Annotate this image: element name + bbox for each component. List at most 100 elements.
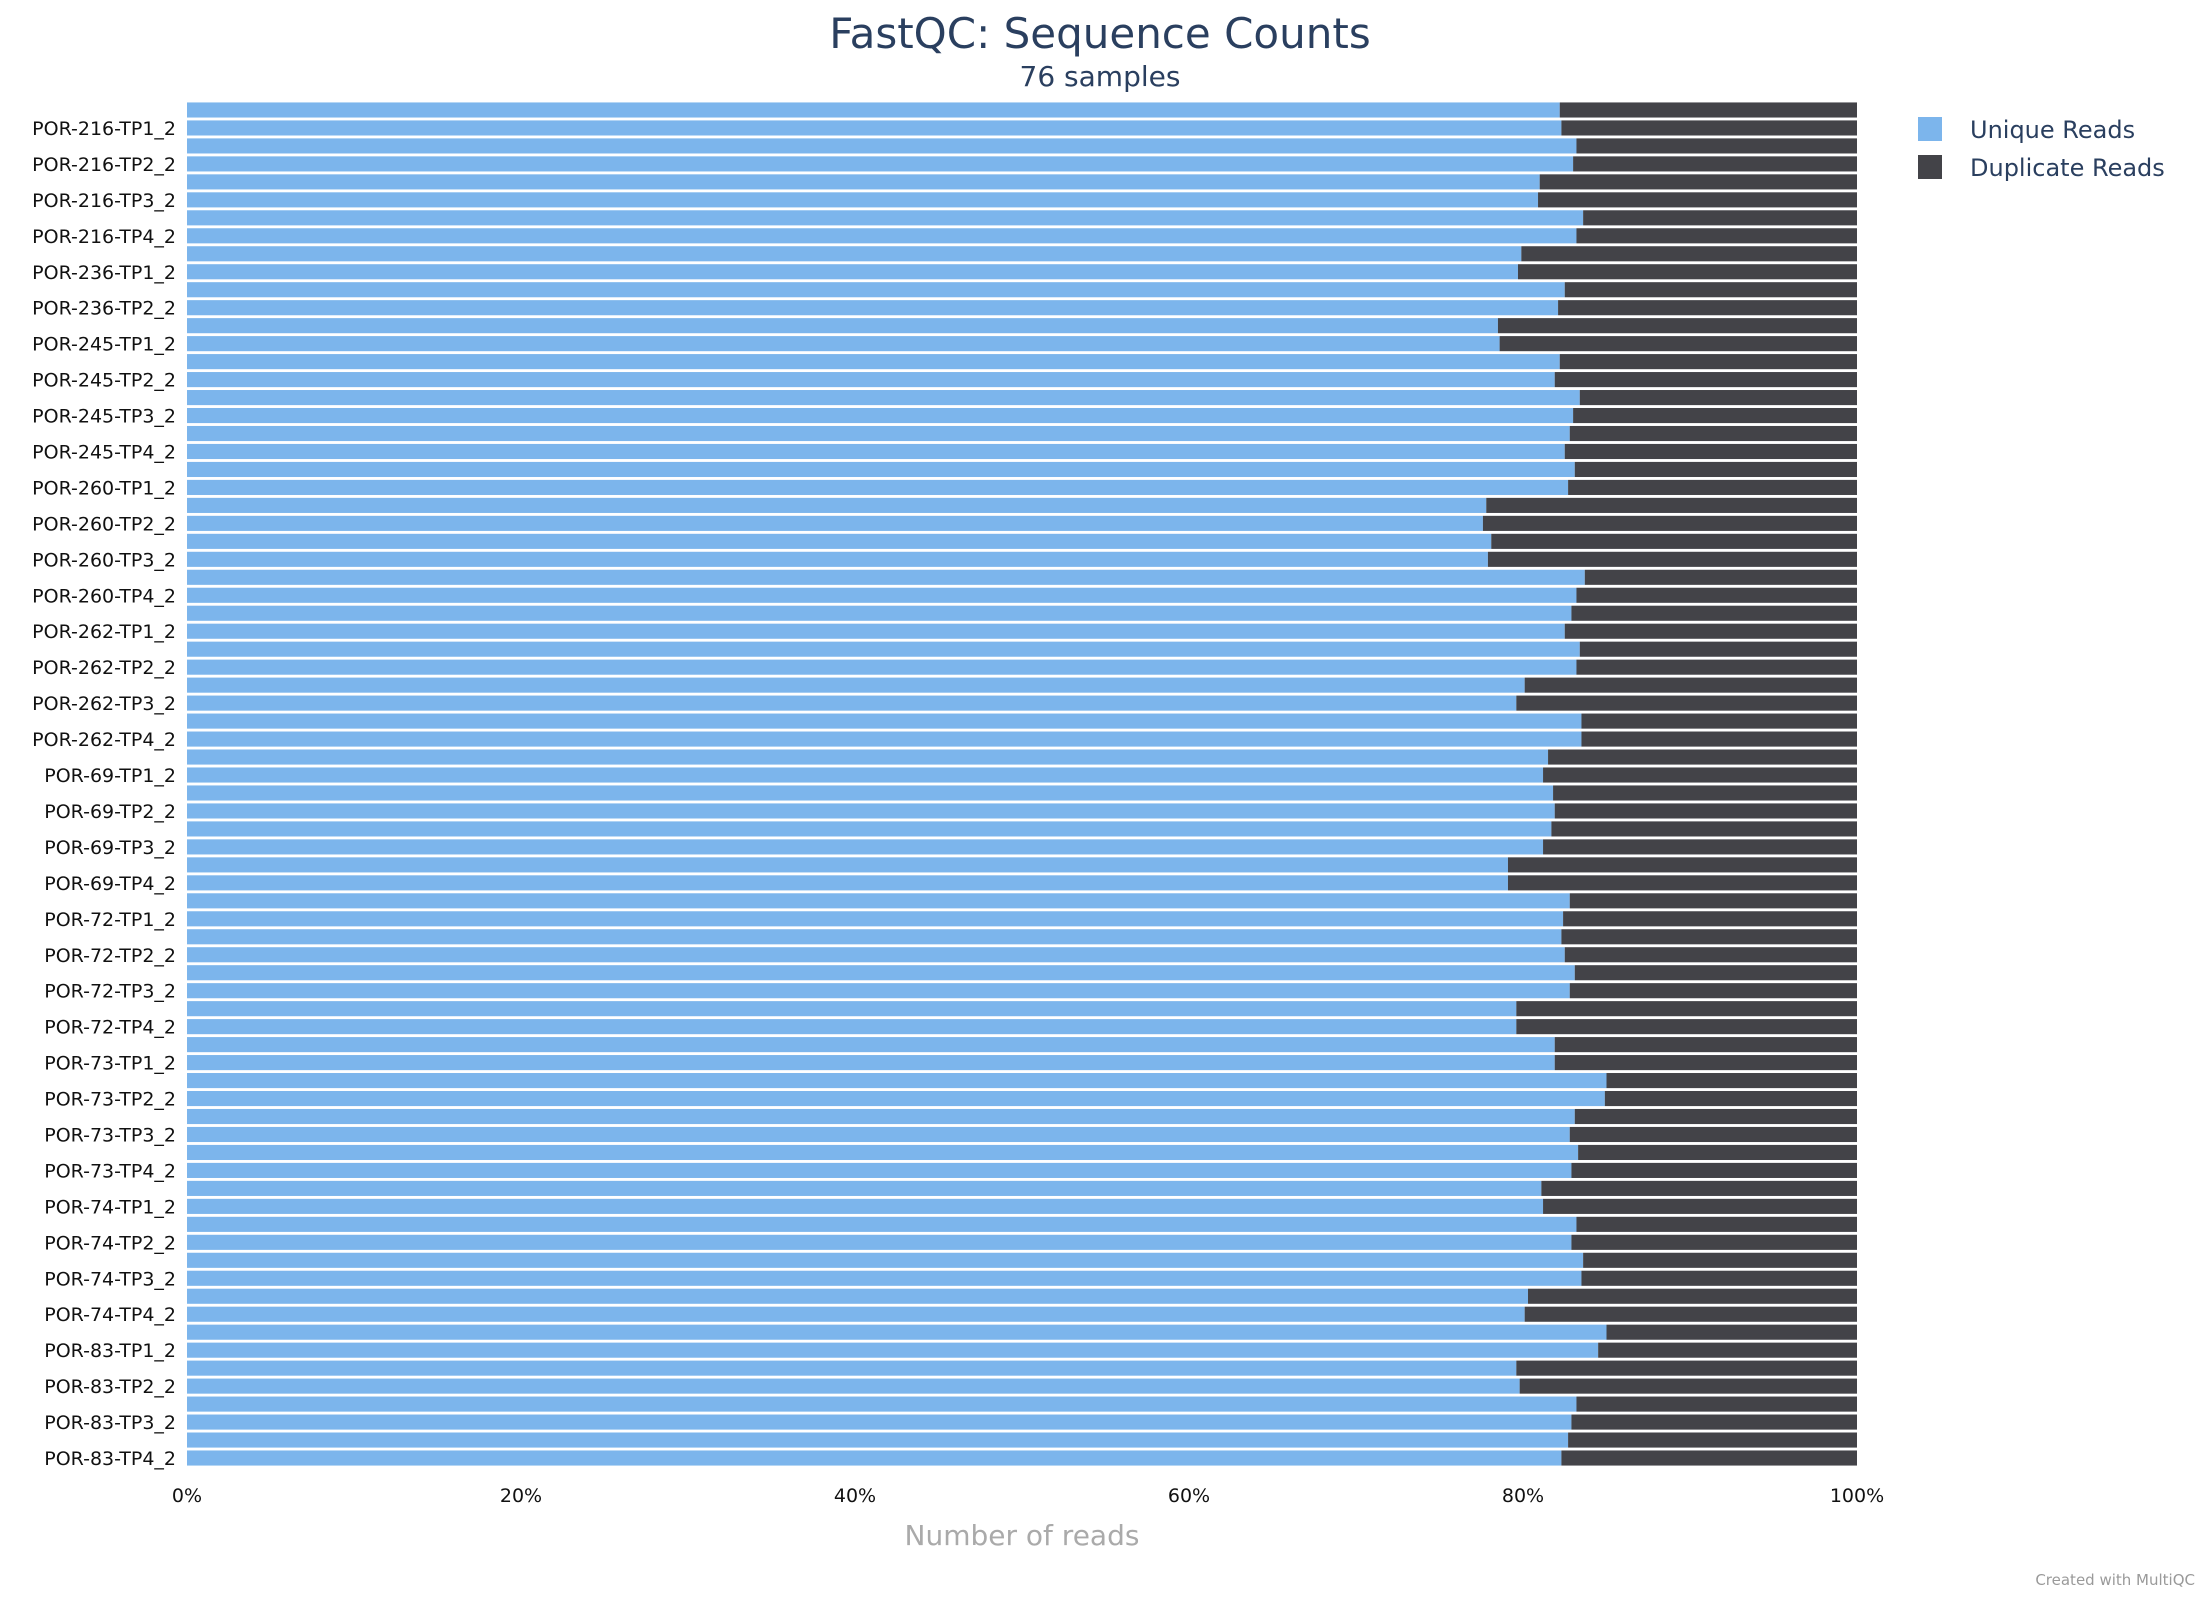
bar-duplicate-por-74-tp1_1[interactable] [1541,1180,1857,1196]
bar-duplicate-por-216-tp1_1[interactable] [1559,102,1857,118]
bar-unique-por-72-tp1_1[interactable] [187,893,1570,909]
bar-unique-por-69-tp4_1[interactable] [187,857,1508,873]
bar-duplicate-por-260-tp4_2[interactable] [1576,587,1857,603]
bar-unique-por-73-tp4_1[interactable] [187,1144,1579,1161]
bar-duplicate-por-74-tp3_2[interactable] [1581,1270,1857,1286]
bar-duplicate-por-260-tp2_2[interactable] [1482,515,1857,531]
bar-unique-por-262-tp2_1[interactable] [187,641,1580,657]
bar-duplicate-por-262-tp4_1[interactable] [1581,713,1857,729]
bar-duplicate-por-260-tp1_1[interactable] [1574,461,1857,478]
bar-duplicate-por-236-tp2_2[interactable] [1558,300,1857,316]
bar-unique-por-260-tp2_2[interactable] [187,515,1483,531]
bar-duplicate-por-83-tp2_1[interactable] [1516,1360,1857,1376]
legend-swatch-duplicate-reads[interactable] [1918,155,1942,179]
bar-unique-por-69-tp3_2[interactable] [187,839,1544,855]
bar-unique-por-245-tp4_2[interactable] [187,443,1565,460]
bar-duplicate-por-83-tp3_1[interactable] [1576,1396,1857,1412]
bar-duplicate-por-245-tp3_1[interactable] [1579,390,1857,406]
bar-duplicate-por-72-tp3_1[interactable] [1574,965,1857,981]
bar-duplicate-por-245-tp1_1[interactable] [1497,318,1857,334]
bar-duplicate-por-83-tp4_2[interactable] [1561,1450,1857,1466]
bar-unique-por-245-tp1_1[interactable] [187,318,1498,334]
bar-duplicate-por-72-tp3_2[interactable] [1569,983,1857,999]
bar-unique-por-245-tp1_2[interactable] [187,336,1500,352]
bar-unique-por-74-tp2_1[interactable] [187,1216,1577,1232]
bar-duplicate-por-260-tp1_2[interactable] [1568,479,1857,495]
bar-duplicate-por-72-tp2_2[interactable] [1564,947,1857,963]
bar-unique-por-236-tp1_1[interactable] [187,246,1522,262]
bar-unique-por-73-tp2_1[interactable] [187,1073,1607,1089]
bar-unique-por-260-tp3_1[interactable] [187,533,1492,549]
bar-unique-por-262-tp4_1[interactable] [187,713,1582,729]
bar-unique-por-83-tp3_2[interactable] [187,1414,1572,1430]
bar-duplicate-por-83-tp3_2[interactable] [1571,1414,1857,1430]
bar-unique-por-262-tp2_2[interactable] [187,659,1577,675]
bar-unique-por-72-tp4_1[interactable] [187,1001,1517,1017]
bar-unique-por-83-tp1_1[interactable] [187,1324,1607,1340]
bar-unique-por-74-tp1_1[interactable] [187,1180,1542,1196]
bar-duplicate-por-69-tp4_2[interactable] [1507,875,1857,891]
bar-duplicate-por-262-tp1_1[interactable] [1571,605,1857,621]
bar-unique-por-74-tp1_2[interactable] [187,1198,1544,1214]
bar-unique-por-260-tp4_2[interactable] [187,587,1577,603]
bar-unique-por-69-tp1_2[interactable] [187,767,1544,783]
bar-unique-por-69-tp2_1[interactable] [187,785,1554,801]
bar-duplicate-por-73-tp3_1[interactable] [1574,1108,1857,1125]
bar-duplicate-por-72-tp1_2[interactable] [1563,911,1857,927]
bar-duplicate-por-260-tp3_2[interactable] [1487,551,1857,567]
bar-unique-por-216-tp2_1[interactable] [187,138,1577,154]
bar-unique-por-83-tp2_2[interactable] [187,1378,1520,1394]
bar-unique-por-73-tp2_2[interactable] [187,1090,1605,1107]
bar-unique-por-216-tp4_1[interactable] [187,210,1584,226]
bar-duplicate-por-73-tp1_1[interactable] [1554,1037,1857,1053]
bar-unique-por-260-tp1_2[interactable] [187,479,1569,495]
bar-unique-por-262-tp1_1[interactable] [187,605,1572,621]
bar-unique-por-262-tp4_2[interactable] [187,731,1582,747]
bar-duplicate-por-245-tp3_2[interactable] [1573,407,1857,424]
bar-unique-por-260-tp4_1[interactable] [187,569,1585,585]
bar-duplicate-por-74-tp4_1[interactable] [1528,1288,1857,1304]
bar-duplicate-por-236-tp2_1[interactable] [1564,282,1857,298]
bar-unique-por-245-tp2_1[interactable] [187,354,1560,370]
bar-unique-por-262-tp3_1[interactable] [187,677,1525,693]
bar-unique-por-72-tp2_1[interactable] [187,929,1562,945]
bar-unique-por-74-tp2_2[interactable] [187,1234,1572,1250]
bar-unique-por-262-tp3_2[interactable] [187,695,1517,711]
bar-duplicate-por-245-tp1_2[interactable] [1499,336,1857,352]
bar-duplicate-por-262-tp3_2[interactable] [1516,695,1857,711]
bar-duplicate-por-73-tp4_1[interactable] [1578,1144,1857,1161]
bar-unique-por-74-tp4_1[interactable] [187,1288,1529,1304]
bar-duplicate-por-236-tp1_2[interactable] [1517,264,1857,280]
bar-duplicate-por-245-tp4_2[interactable] [1564,443,1857,460]
bar-duplicate-por-216-tp2_1[interactable] [1576,138,1857,154]
bar-duplicate-por-216-tp1_2[interactable] [1561,120,1857,136]
bar-duplicate-por-69-tp3_1[interactable] [1551,821,1857,837]
bar-unique-por-236-tp2_1[interactable] [187,282,1565,298]
bar-unique-por-69-tp2_2[interactable] [187,803,1555,819]
legend-label-unique-reads[interactable]: Unique Reads [1970,116,2135,144]
bar-unique-por-69-tp4_2[interactable] [187,875,1508,891]
bar-duplicate-por-69-tp1_1[interactable] [1548,749,1857,765]
bar-duplicate-por-72-tp4_2[interactable] [1516,1019,1857,1035]
bar-unique-por-83-tp4_1[interactable] [187,1432,1569,1448]
bar-unique-por-260-tp2_1[interactable] [187,497,1487,513]
legend-label-duplicate-reads[interactable]: Duplicate Reads [1970,154,2165,182]
bar-duplicate-por-73-tp1_2[interactable] [1554,1055,1857,1071]
bar-duplicate-por-83-tp1_1[interactable] [1606,1324,1858,1340]
bar-unique-por-216-tp1_1[interactable] [187,102,1560,118]
bar-duplicate-por-83-tp4_1[interactable] [1568,1432,1857,1448]
bar-unique-por-72-tp1_2[interactable] [187,911,1564,927]
bar-duplicate-por-260-tp4_1[interactable] [1584,569,1857,585]
bar-duplicate-por-74-tp3_1[interactable] [1583,1252,1857,1268]
bar-unique-por-236-tp2_2[interactable] [187,300,1559,316]
bar-duplicate-por-74-tp2_1[interactable] [1576,1216,1857,1232]
bar-unique-por-245-tp2_2[interactable] [187,372,1555,388]
bar-unique-por-216-tp4_2[interactable] [187,228,1577,244]
bar-unique-por-72-tp3_1[interactable] [187,965,1575,981]
bar-unique-por-83-tp3_1[interactable] [187,1396,1577,1412]
bar-duplicate-por-73-tp3_2[interactable] [1569,1126,1857,1143]
bar-unique-por-245-tp3_1[interactable] [187,390,1580,406]
bar-unique-por-216-tp2_2[interactable] [187,156,1574,172]
bar-duplicate-por-216-tp3_1[interactable] [1539,174,1857,190]
bar-unique-por-216-tp3_2[interactable] [187,192,1539,208]
